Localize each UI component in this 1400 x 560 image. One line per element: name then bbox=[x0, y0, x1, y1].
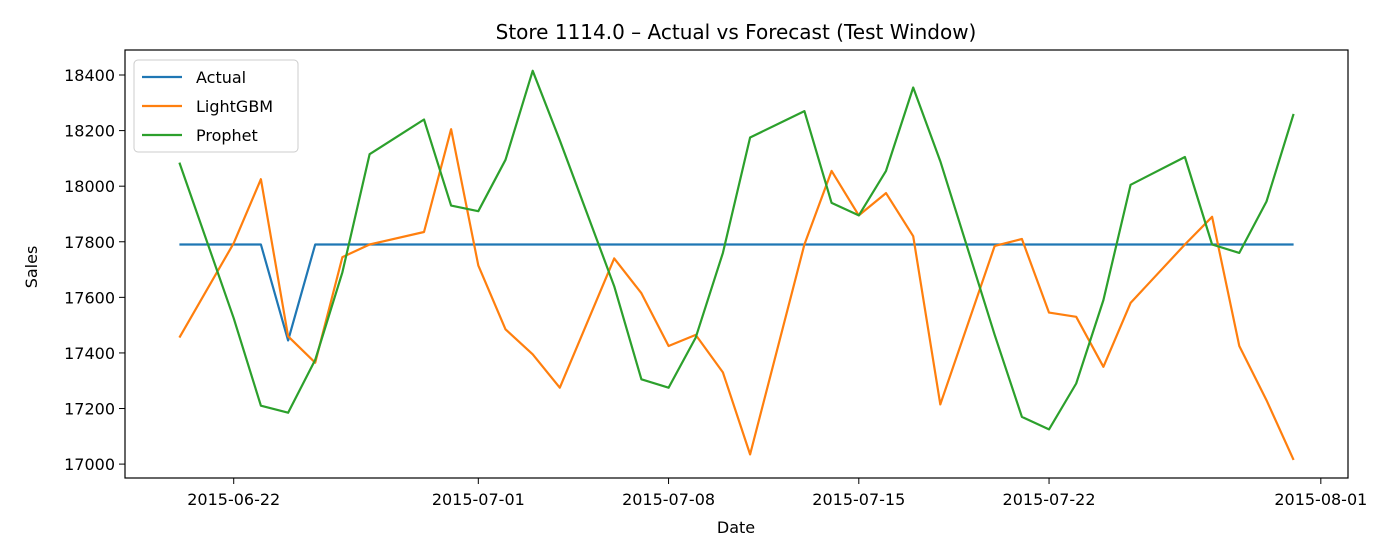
y-tick-label: 18400 bbox=[64, 66, 115, 85]
y-tick-label: 17000 bbox=[64, 455, 115, 474]
x-axis: 2015-06-22 2015-07-01 2015-07-08 2015-07-15… bbox=[187, 478, 1367, 509]
y-tick-label: 17200 bbox=[64, 400, 115, 419]
legend-box bbox=[133, 59, 299, 153]
series-line-actual bbox=[179, 243, 1294, 342]
legend-label-actual: Actual bbox=[196, 68, 246, 87]
y-tick-label: 17400 bbox=[64, 344, 115, 363]
legend: Actual LightGBM Prophet bbox=[133, 59, 299, 153]
y-axis-label: Sales bbox=[22, 246, 41, 289]
legend-label-lightgbm: LightGBM bbox=[196, 97, 273, 116]
legend-label-prophet: Prophet bbox=[196, 126, 258, 145]
y-tick-label: 18000 bbox=[64, 177, 115, 196]
series-line-prophet bbox=[178, 69, 1295, 431]
y-tick-label: 17800 bbox=[64, 233, 115, 252]
series-line-lightgbm bbox=[178, 128, 1295, 461]
x-tick-label: 2015-07-22 bbox=[1003, 490, 1096, 509]
x-tick-label: 2015-07-08 bbox=[622, 490, 715, 509]
x-tick-label: 2015-06-22 bbox=[187, 490, 280, 509]
y-tick-label: 18200 bbox=[64, 122, 115, 141]
x-tick-label: 2015-07-01 bbox=[432, 490, 525, 509]
x-axis-label: Date bbox=[717, 518, 755, 537]
series-lines bbox=[178, 69, 1295, 461]
chart-title: Store 1114.0 – Actual vs Forecast (Test … bbox=[496, 20, 977, 44]
y-axis: 17000 17200 17400 17600 17800 18000 18200 18400 bbox=[64, 66, 125, 474]
y-tick-label: 17600 bbox=[64, 288, 115, 307]
x-tick-label: 2015-07-15 bbox=[812, 490, 905, 509]
plot-area bbox=[124, 49, 1349, 479]
plot-frame bbox=[124, 49, 1349, 479]
x-tick-label: 2015-08-01 bbox=[1274, 490, 1367, 509]
